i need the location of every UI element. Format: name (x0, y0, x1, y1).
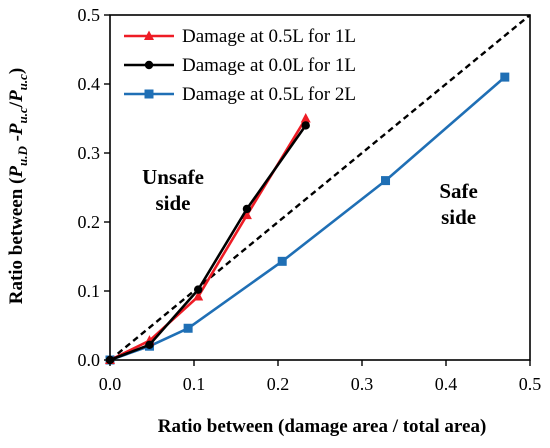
reference-line-layer (109, 14, 531, 361)
x-tick-label: 0.0 (99, 374, 122, 394)
data-point (500, 72, 510, 82)
series-2 (105, 121, 310, 365)
x-tick-label: 0.1 (183, 374, 206, 394)
legend: Damage at 0.5L for 1L Damage at 0.0L for … (124, 26, 356, 105)
annotation-label: Unsafe side (142, 165, 204, 215)
legend-marker (144, 30, 154, 40)
legend-item: Damage at 0.5L for 2L (124, 84, 356, 105)
legend-marker (144, 89, 154, 99)
series-1 (105, 113, 311, 364)
data-point (193, 291, 204, 301)
legend-marker (144, 60, 154, 70)
plot-area: 0.0 0.1 0.2 0.3 0.4 0.5 0.0 0.1 0.2 0.3 0.4 0.5 Uns… (78, 5, 542, 394)
annotation-label: Safe side (439, 179, 478, 229)
x-tick-label: 0.4 (435, 374, 458, 394)
data-point (277, 256, 287, 266)
y-tick-label: 0.0 (78, 350, 101, 370)
series-line (109, 124, 307, 362)
legend-label: Damage at 0.5L for 2L (182, 84, 356, 105)
tick-layer: 0.0 0.1 0.2 0.3 0.4 0.5 0.0 0.1 0.2 0.3 0.4 0.5 (78, 5, 542, 394)
series-line (109, 117, 307, 362)
data-point (194, 285, 203, 294)
y-tick-label: 0.1 (78, 281, 101, 301)
legend-label: Damage at 0.0L for 1L (182, 55, 356, 76)
x-axis-title: Ratio between (damage area / total area) (158, 416, 487, 437)
data-point (300, 113, 311, 123)
y-tick-label: 0.3 (78, 143, 101, 163)
annotation-layer: Unsafe side Safe side (142, 165, 478, 229)
y-tick-label: 0.4 (78, 74, 101, 94)
reference-diagonal-line (109, 14, 531, 361)
legend-item: Damage at 0.5L for 1L (124, 26, 356, 47)
data-point (381, 176, 391, 186)
y-tick-label: 0.2 (78, 212, 101, 232)
data-point (242, 204, 252, 214)
x-tick-label: 0.5 (519, 374, 542, 394)
data-point (145, 340, 154, 350)
legend-item: Damage at 0.0L for 1L (124, 55, 356, 76)
y-axis-title: Ratio between (Pu.D -Pu.c/Pu.c) (6, 68, 30, 305)
data-point (241, 209, 252, 220)
plot-frame (109, 14, 531, 361)
plot-border (109, 14, 531, 361)
data-point (301, 121, 310, 130)
data-point (183, 323, 193, 333)
x-tick-label: 0.2 (267, 374, 290, 394)
x-tick-label: 0.3 (351, 374, 374, 394)
y-tick-label: 0.5 (78, 5, 101, 25)
legend-label: Damage at 0.5L for 1L (182, 26, 356, 47)
